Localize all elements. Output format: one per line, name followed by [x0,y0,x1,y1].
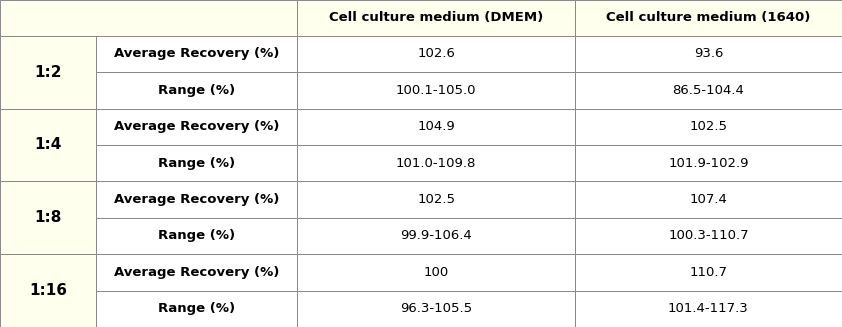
Text: Average Recovery (%): Average Recovery (%) [114,266,280,279]
Bar [0,181,96,254]
Bar [575,181,842,218]
Text: 100.1-105.0: 100.1-105.0 [396,84,477,97]
Text: Cell culture medium (DMEM): Cell culture medium (DMEM) [329,11,543,25]
Text: Range (%): Range (%) [158,302,235,315]
Bar [297,109,575,145]
Text: Range (%): Range (%) [158,84,235,97]
Text: Cell culture medium (1640): Cell culture medium (1640) [606,11,811,25]
Bar [297,72,575,109]
Bar [297,218,575,254]
Bar [0,36,96,109]
Text: Range (%): Range (%) [158,230,235,243]
Bar [297,291,575,327]
Text: Average Recovery (%): Average Recovery (%) [114,193,280,206]
Text: 100: 100 [424,266,449,279]
Text: 1:4: 1:4 [35,137,61,152]
Bar [297,36,575,72]
Text: 1:16: 1:16 [29,283,67,298]
Bar [297,254,575,291]
Bar [575,291,842,327]
Text: 101.0-109.8: 101.0-109.8 [396,157,477,170]
Text: Range (%): Range (%) [158,157,235,170]
Bar [575,36,842,72]
Text: 93.6: 93.6 [694,47,723,60]
Bar [575,145,842,181]
Bar [96,109,297,145]
Bar [575,254,842,291]
Text: 110.7: 110.7 [690,266,727,279]
Bar [297,181,575,218]
Text: 102.5: 102.5 [417,193,456,206]
Bar [0,0,297,36]
Bar [96,181,297,218]
Text: 99.9-106.4: 99.9-106.4 [400,230,472,243]
Bar [96,254,297,291]
Bar [575,109,842,145]
Text: 104.9: 104.9 [418,120,455,133]
Text: Average Recovery (%): Average Recovery (%) [114,120,280,133]
Text: 86.5-104.4: 86.5-104.4 [673,84,744,97]
Text: 102.6: 102.6 [417,47,455,60]
Bar [297,145,575,181]
Text: 102.5: 102.5 [690,120,727,133]
Bar [575,218,842,254]
Text: 101.9-102.9: 101.9-102.9 [669,157,749,170]
Bar [575,72,842,109]
Bar [297,0,575,36]
Text: 107.4: 107.4 [690,193,727,206]
Text: Average Recovery (%): Average Recovery (%) [114,47,280,60]
Bar [575,0,842,36]
Bar [0,109,96,181]
Bar [96,291,297,327]
Bar [96,72,297,109]
Bar [96,145,297,181]
Bar [96,36,297,72]
Bar [96,218,297,254]
Text: 101.4-117.3: 101.4-117.3 [668,302,749,315]
Text: 1:2: 1:2 [35,65,61,80]
Text: 1:8: 1:8 [35,210,61,225]
Text: 96.3-105.5: 96.3-105.5 [400,302,472,315]
Text: 100.3-110.7: 100.3-110.7 [668,230,749,243]
Bar [0,254,96,327]
